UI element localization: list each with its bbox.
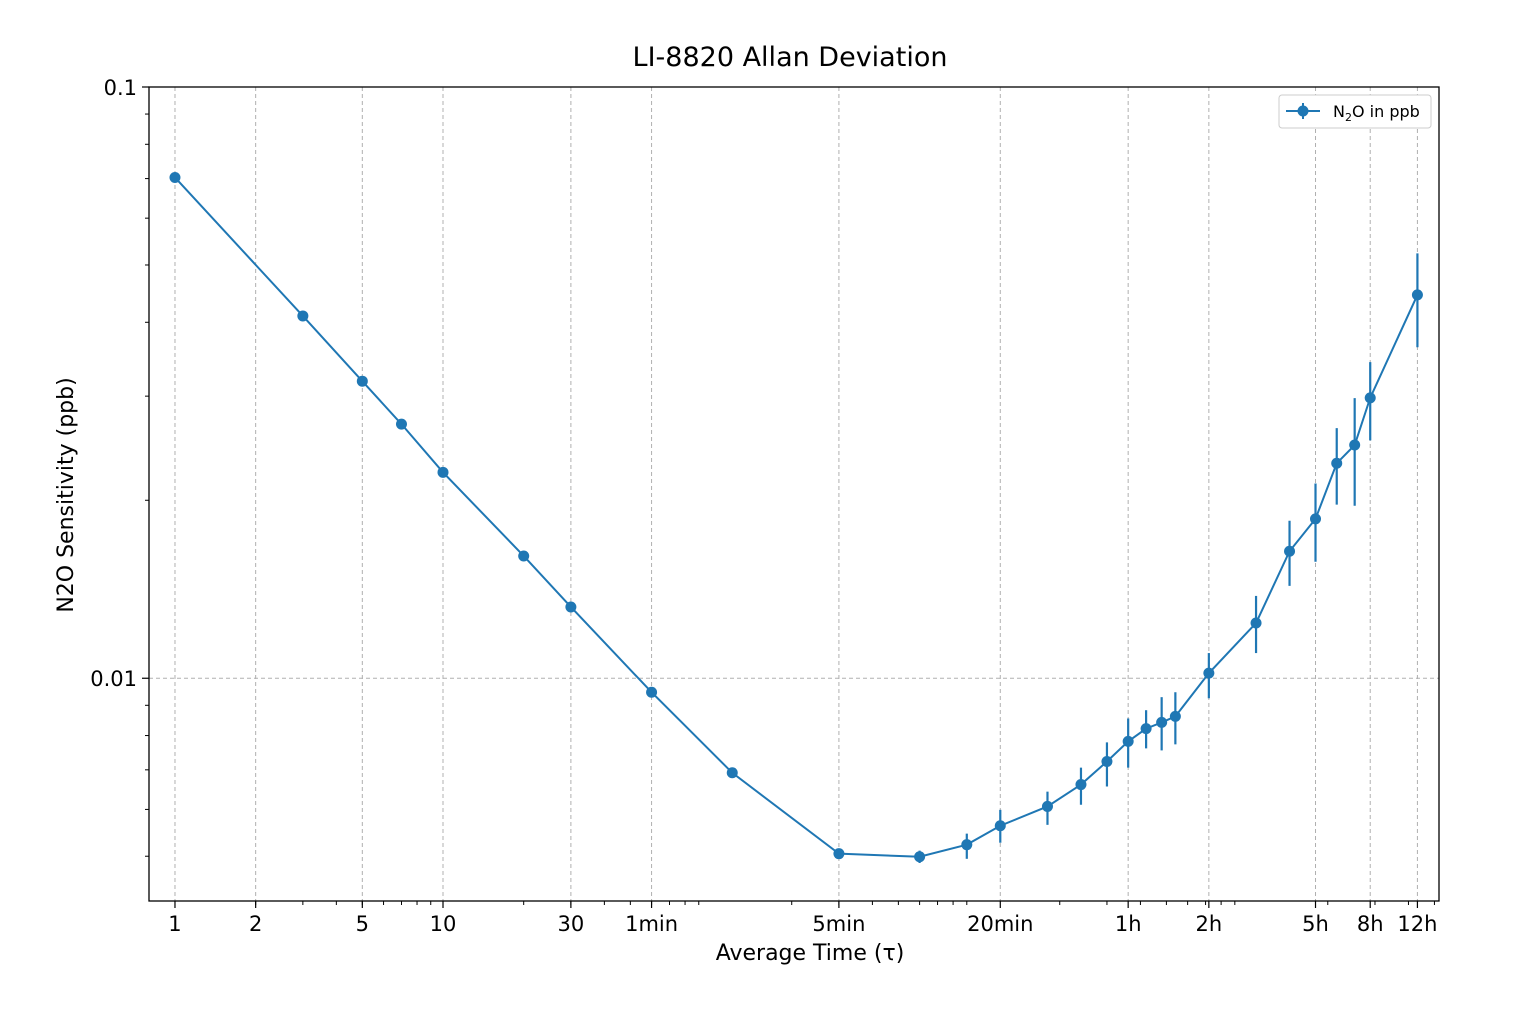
- data-point: [1310, 513, 1322, 525]
- data-point: [297, 310, 309, 322]
- data-point: [646, 686, 658, 698]
- legend-box: [1278, 94, 1432, 129]
- data-point: [1122, 735, 1134, 747]
- data-point: [437, 466, 449, 478]
- series-n2o: [169, 171, 1423, 863]
- data-point: [1203, 667, 1215, 679]
- data-point: [961, 839, 973, 851]
- x-tick-label: 20min: [967, 912, 1033, 936]
- data-point: [994, 820, 1006, 832]
- legend: N2O in ppb: [1278, 94, 1432, 129]
- data-point: [914, 851, 926, 863]
- y-tick-label: 0.1: [104, 76, 137, 100]
- x-tick-label: 2h: [1196, 912, 1223, 936]
- x-tick-label: 5: [356, 912, 369, 936]
- x-tick-label: 10: [430, 912, 457, 936]
- x-axis-label: Average Time (τ): [716, 941, 905, 966]
- y-tick-label: 0.01: [90, 667, 137, 691]
- data-point: [1101, 756, 1113, 768]
- x-tick-label: 30: [558, 912, 585, 936]
- data-point: [1041, 800, 1053, 812]
- data-point: [395, 418, 407, 430]
- x-tick-label: 1min: [625, 912, 678, 936]
- data-point: [726, 767, 738, 779]
- data-point: [1156, 716, 1168, 728]
- data-point: [565, 601, 577, 613]
- data-point: [1075, 779, 1087, 791]
- data-point: [833, 848, 845, 860]
- data-point: [1411, 289, 1423, 301]
- data-point: [1250, 617, 1262, 629]
- x-tick-label: 8h: [1357, 912, 1384, 936]
- data-point: [518, 550, 530, 562]
- data-point: [356, 375, 368, 387]
- x-tick-label: 12h: [1397, 912, 1437, 936]
- x-tick-label: 1h: [1115, 912, 1142, 936]
- data-point: [1169, 710, 1181, 722]
- series-line: [174, 176, 1419, 858]
- axis-ticks: 1 2 5 10 30 1min 5min 20min 1h 2h 5h 8h 12h 0.1 0.01: [90, 76, 1437, 936]
- data-point: [169, 171, 181, 183]
- legend-label: N2O in ppb: [1333, 102, 1420, 124]
- plot-frame: [148, 86, 1440, 902]
- data-point: [1331, 457, 1343, 469]
- legend-marker: [1297, 105, 1309, 117]
- data-point: [1349, 439, 1361, 451]
- x-tick-label: 1: [168, 912, 181, 936]
- data-point: [1140, 723, 1152, 735]
- y-axis-label: N2O Sensitivity (ppb): [54, 377, 79, 612]
- x-tick-label: 5min: [812, 912, 865, 936]
- x-tick-label: 2: [249, 912, 262, 936]
- x-tick-label: 5h: [1302, 912, 1329, 936]
- chart-title: LI-8820 Allan Deviation: [633, 42, 948, 73]
- data-point: [1364, 392, 1376, 404]
- data-point: [1284, 545, 1296, 557]
